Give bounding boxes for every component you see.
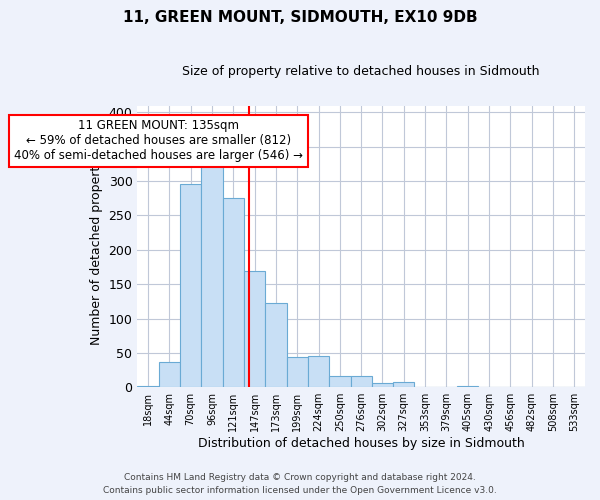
Bar — [137, 386, 158, 387]
X-axis label: Distribution of detached houses by size in Sidmouth: Distribution of detached houses by size … — [198, 437, 524, 450]
Bar — [180, 184, 202, 387]
Bar — [202, 162, 223, 387]
Bar — [308, 356, 329, 387]
Bar — [223, 198, 244, 387]
Y-axis label: Number of detached properties: Number of detached properties — [90, 148, 103, 345]
Text: 11 GREEN MOUNT: 135sqm
← 59% of detached houses are smaller (812)
40% of semi-de: 11 GREEN MOUNT: 135sqm ← 59% of detached… — [14, 120, 303, 162]
Text: Contains HM Land Registry data © Crown copyright and database right 2024.
Contai: Contains HM Land Registry data © Crown c… — [103, 474, 497, 495]
Bar — [287, 357, 308, 387]
Bar — [244, 271, 265, 387]
Text: 11, GREEN MOUNT, SIDMOUTH, EX10 9DB: 11, GREEN MOUNT, SIDMOUTH, EX10 9DB — [122, 10, 478, 25]
Bar — [393, 382, 415, 387]
Bar — [350, 376, 372, 387]
Bar — [329, 376, 350, 387]
Bar — [158, 362, 180, 387]
Title: Size of property relative to detached houses in Sidmouth: Size of property relative to detached ho… — [182, 65, 540, 78]
Bar — [372, 383, 393, 387]
Bar — [265, 302, 287, 387]
Bar — [457, 386, 478, 387]
